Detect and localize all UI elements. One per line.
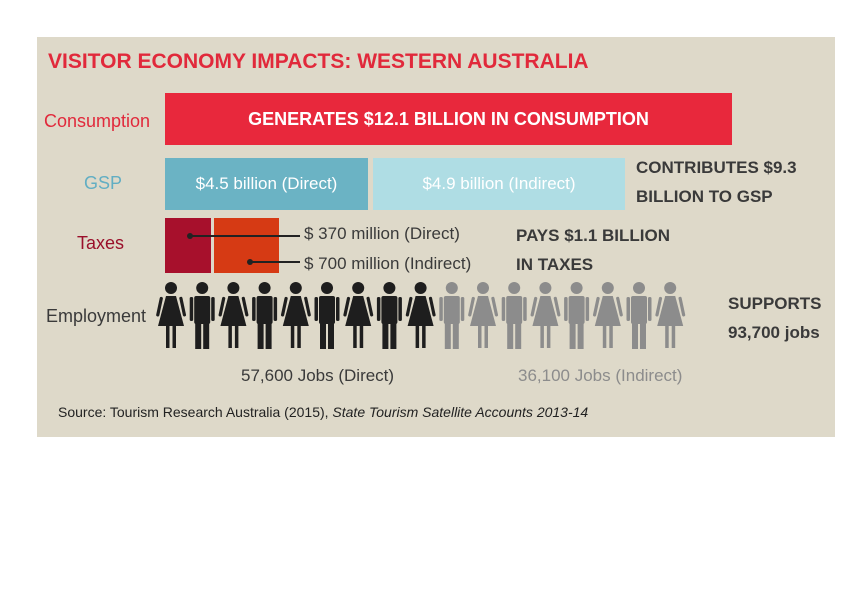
indirect-job-female-icon (592, 282, 623, 348)
tax-direct-value: $ 370 million (Direct) (304, 224, 460, 243)
source-title: State Tourism Satellite Accounts 2013-14 (332, 404, 589, 420)
employment-summary-line1: SUPPORTS (728, 294, 822, 313)
gsp-direct-label: $4.5 billion (Direct) (195, 174, 338, 193)
tax-indirect-pointer-line (250, 261, 300, 263)
row-label-employment: Employment (46, 306, 147, 326)
direct-job-male-icon (189, 282, 215, 349)
indirect-job-female-icon (530, 282, 561, 348)
employment-pictogram (156, 282, 686, 349)
direct-job-female-icon (280, 282, 311, 348)
direct-job-female-icon (343, 282, 374, 348)
direct-job-male-icon (314, 282, 340, 349)
row-label-gsp: GSP (84, 173, 123, 193)
tax-indirect-box (214, 218, 279, 273)
direct-job-male-icon (252, 282, 278, 349)
direct-job-female-icon (218, 282, 249, 348)
direct-job-male-icon (376, 282, 402, 349)
indirect-job-male-icon (564, 282, 590, 349)
indirect-job-male-icon (626, 282, 652, 349)
jobs-direct-label: 57,600 Jobs (Direct) (241, 366, 395, 385)
chart-title: VISITOR ECONOMY IMPACTS: WESTERN AUSTRAL… (48, 50, 589, 73)
employment-summary: SUPPORTS 93,700 jobs (724, 289, 822, 347)
indirect-job-female-icon (468, 282, 499, 348)
tax-summary-line1: PAYS $1.1 BILLION (516, 226, 670, 245)
indirect-job-male-icon (501, 282, 527, 349)
gsp-indirect-label: $4.9 billion (Indirect) (422, 174, 576, 193)
row-label-taxes: Taxes (77, 233, 125, 253)
employment-summary-line2: 93,700 jobs (728, 323, 820, 342)
gsp-summary-line1: CONTRIBUTES $9.3 (636, 158, 797, 177)
tax-direct-pointer-line (190, 235, 300, 237)
gsp-summary-line2: BILLION TO GSP (636, 187, 773, 206)
tax-indirect-value: $ 700 million (Indirect) (304, 254, 472, 273)
consumption-bar-label: GENERATES $12.1 BILLION IN CONSUMPTION (248, 108, 649, 129)
direct-job-female-icon (156, 282, 187, 348)
tax-direct-box (165, 218, 211, 273)
row-label-consumption: Consumption (44, 111, 151, 131)
indirect-job-female-icon (655, 282, 686, 348)
consumption-bar: GENERATES $12.1 BILLION IN CONSUMPTION (165, 93, 732, 145)
gsp-summary: CONTRIBUTES $9.3 BILLION TO GSP (636, 153, 797, 211)
direct-job-female-icon (405, 282, 436, 348)
tax-summary: PAYS $1.1 BILLION IN TAXES (512, 221, 670, 279)
source-prefix: Source: Tourism Research Australia (2015… (58, 404, 333, 420)
gsp-indirect-bar: $4.9 billion (Indirect) (373, 158, 625, 210)
indirect-job-male-icon (439, 282, 465, 349)
jobs-indirect-label: 36,100 Jobs (Indirect) (518, 366, 683, 385)
gsp-direct-bar: $4.5 billion (Direct) (165, 158, 368, 210)
source-note: Source: Tourism Research Australia (2015… (58, 404, 588, 420)
tax-summary-line2: IN TAXES (516, 255, 594, 274)
